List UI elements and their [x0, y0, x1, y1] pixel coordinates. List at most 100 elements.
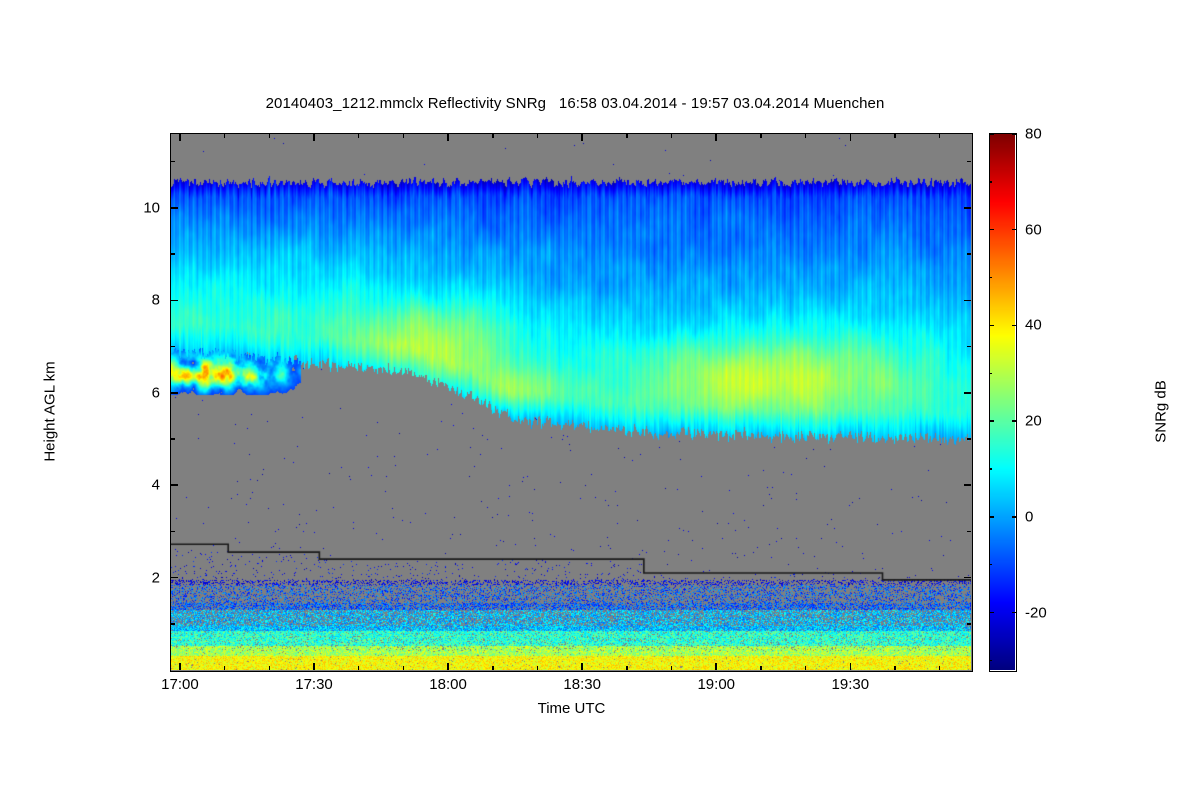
- x-axis-tick-label: 19:30: [831, 676, 870, 693]
- x-axis-tick: [715, 663, 717, 670]
- colorbar-title: SNRg dB: [1152, 380, 1170, 443]
- y-axis-tick: [171, 299, 178, 302]
- y-axis-tick: [964, 484, 971, 486]
- y-axis-tick: [171, 392, 178, 394]
- y-axis-minor-tick: [967, 623, 971, 625]
- y-axis-title: Height AGL km: [41, 361, 59, 462]
- y-axis-tick: [964, 576, 971, 579]
- colorbar-tick-label: 20: [1025, 412, 1042, 430]
- colorbar-minor-tick: [989, 181, 992, 183]
- colorbar-minor-tick: [989, 563, 992, 566]
- x-axis-tick: [313, 663, 315, 670]
- colorbar-canvas: [990, 134, 1015, 670]
- x-axis-minor-tick: [626, 134, 628, 138]
- x-axis-minor-tick: [894, 666, 896, 670]
- colorbar-tick-label: 0: [1025, 508, 1034, 526]
- x-axis-minor-tick: [938, 666, 941, 670]
- colorbar-tick: [989, 611, 994, 614]
- x-axis-tick-label: 17:00: [161, 676, 199, 693]
- y-axis-minor-tick: [967, 438, 971, 440]
- x-axis-minor-tick: [357, 134, 360, 138]
- x-axis-title: Time UTC: [537, 700, 606, 717]
- colorbar-tick: [989, 133, 994, 135]
- y-axis-tick: [964, 299, 971, 302]
- x-axis-minor-tick: [894, 134, 896, 138]
- y-axis-tick-label: 10: [143, 199, 160, 217]
- y-axis-tick-label: 2: [151, 569, 160, 587]
- x-axis-tick-label: 18:00: [429, 676, 467, 693]
- x-axis-minor-tick: [223, 666, 226, 670]
- x-axis-minor-tick: [536, 134, 539, 138]
- y-axis-minor-tick: [171, 623, 175, 625]
- x-axis-minor-tick: [626, 666, 628, 670]
- colorbar-tick: [989, 228, 994, 231]
- x-axis-minor-tick: [804, 666, 807, 670]
- x-axis-minor-tick: [492, 134, 494, 138]
- y-axis-minor-tick: [967, 253, 971, 255]
- y-axis-minor-tick: [967, 345, 971, 348]
- colorbar-tick: [989, 420, 994, 422]
- colorbar-tick: [1012, 228, 1017, 231]
- x-axis-minor-tick: [938, 134, 941, 138]
- x-axis-tick-label: 19:00: [697, 676, 736, 693]
- y-axis-minor-tick: [171, 253, 175, 255]
- x-axis-tick-label: 18:30: [563, 676, 601, 693]
- colorbar-tick: [1012, 420, 1017, 422]
- colorbar-tick: [1012, 133, 1017, 135]
- y-axis-minor-tick: [171, 345, 175, 348]
- y-axis-tick-label: 4: [151, 476, 160, 494]
- y-axis-minor-tick: [171, 160, 175, 163]
- x-axis-minor-tick: [357, 666, 360, 670]
- x-axis-minor-tick: [402, 134, 405, 138]
- x-axis-tick: [581, 134, 583, 141]
- x-axis-tick-label: 17:30: [295, 676, 333, 693]
- y-axis-tick: [171, 207, 178, 209]
- page-title: 20140403_1212.mmclx Reflectivity SNRg 16…: [265, 95, 885, 112]
- x-axis-minor-tick: [760, 134, 762, 138]
- y-axis-minor-tick: [171, 530, 175, 533]
- y-axis-tick: [964, 207, 971, 209]
- x-axis-minor-tick: [760, 666, 762, 670]
- colorbar-tick: [1012, 324, 1017, 327]
- x-axis-minor-tick: [804, 134, 807, 138]
- colorbar-minor-tick: [989, 276, 992, 279]
- colorbar-tick: [989, 324, 994, 327]
- colorbar-tick: [989, 516, 994, 518]
- y-axis-minor-tick: [171, 438, 175, 440]
- x-axis-tick: [179, 663, 181, 670]
- plot-area[interactable]: [170, 133, 973, 672]
- colorbar-tick-label: 40: [1025, 316, 1042, 334]
- colorbar-minor-tick: [989, 659, 992, 662]
- x-axis-tick: [715, 134, 717, 141]
- reflectivity-heatmap-canvas[interactable]: [171, 134, 971, 670]
- x-axis-tick: [447, 663, 449, 670]
- colorbar[interactable]: [989, 133, 1017, 672]
- x-axis-tick: [313, 134, 315, 141]
- colorbar-tick-label: 80: [1025, 125, 1042, 143]
- colorbar-minor-tick: [989, 468, 992, 470]
- colorbar-tick-label: -20: [1025, 604, 1047, 622]
- y-axis-minor-tick: [967, 530, 971, 533]
- x-axis-tick: [849, 134, 852, 141]
- x-axis-minor-tick: [492, 666, 494, 670]
- x-axis-minor-tick: [223, 134, 226, 138]
- x-axis-tick: [179, 134, 181, 141]
- y-axis-tick: [171, 576, 178, 579]
- x-axis-minor-tick: [402, 666, 405, 670]
- colorbar-tick: [1012, 516, 1017, 518]
- y-axis-tick-label: 8: [151, 291, 160, 309]
- x-axis-minor-tick: [268, 134, 271, 138]
- colorbar-tick-label: 60: [1025, 221, 1042, 239]
- x-axis-tick: [849, 663, 852, 670]
- y-axis-tick-label: 6: [151, 384, 160, 402]
- x-axis-minor-tick: [268, 666, 271, 670]
- x-axis-minor-tick: [670, 134, 673, 138]
- y-axis-tick: [171, 484, 178, 486]
- y-axis-tick: [964, 392, 971, 394]
- x-axis-minor-tick: [670, 666, 673, 670]
- x-axis-minor-tick: [536, 666, 539, 670]
- x-axis-tick: [447, 134, 449, 141]
- x-axis-tick: [581, 663, 583, 670]
- colorbar-tick: [1012, 611, 1017, 614]
